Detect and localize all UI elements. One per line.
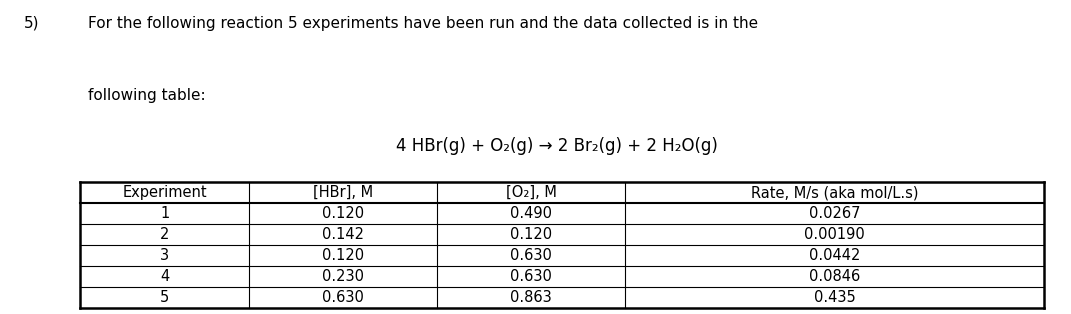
Text: For the following reaction 5 experiments have been run and the data collected is: For the following reaction 5 experiments… xyxy=(88,16,758,31)
Text: 0.0846: 0.0846 xyxy=(809,269,860,284)
Text: Rate, M/s (aka mol/L.s): Rate, M/s (aka mol/L.s) xyxy=(751,185,918,200)
Text: 0.0442: 0.0442 xyxy=(809,248,860,263)
Text: 2: 2 xyxy=(160,227,169,242)
Text: 0.630: 0.630 xyxy=(510,269,552,284)
Text: 1: 1 xyxy=(160,206,169,221)
Text: 0.120: 0.120 xyxy=(510,227,552,242)
Text: 0.863: 0.863 xyxy=(510,290,552,305)
Text: 0.435: 0.435 xyxy=(814,290,856,305)
Text: 4 HBr(g) + O₂(g) → 2 Br₂(g) + 2 H₂O(g): 4 HBr(g) + O₂(g) → 2 Br₂(g) + 2 H₂O(g) xyxy=(396,137,718,154)
Text: 0.120: 0.120 xyxy=(322,206,364,221)
Text: 0.00190: 0.00190 xyxy=(804,227,865,242)
Text: 0.120: 0.120 xyxy=(322,248,364,263)
Text: 0.630: 0.630 xyxy=(510,248,552,263)
Text: 5: 5 xyxy=(160,290,169,305)
Text: 0.630: 0.630 xyxy=(322,290,364,305)
Text: [HBr], M: [HBr], M xyxy=(313,185,373,200)
Text: 0.230: 0.230 xyxy=(322,269,364,284)
Text: 0.490: 0.490 xyxy=(510,206,552,221)
Text: Experiment: Experiment xyxy=(122,185,207,200)
Text: 0.142: 0.142 xyxy=(322,227,364,242)
Text: 5): 5) xyxy=(24,16,39,31)
Text: following table:: following table: xyxy=(88,88,206,103)
Text: 3: 3 xyxy=(160,248,169,263)
Text: 4: 4 xyxy=(160,269,169,284)
Text: 0.0267: 0.0267 xyxy=(809,206,860,221)
Text: [O₂], M: [O₂], M xyxy=(506,185,557,200)
